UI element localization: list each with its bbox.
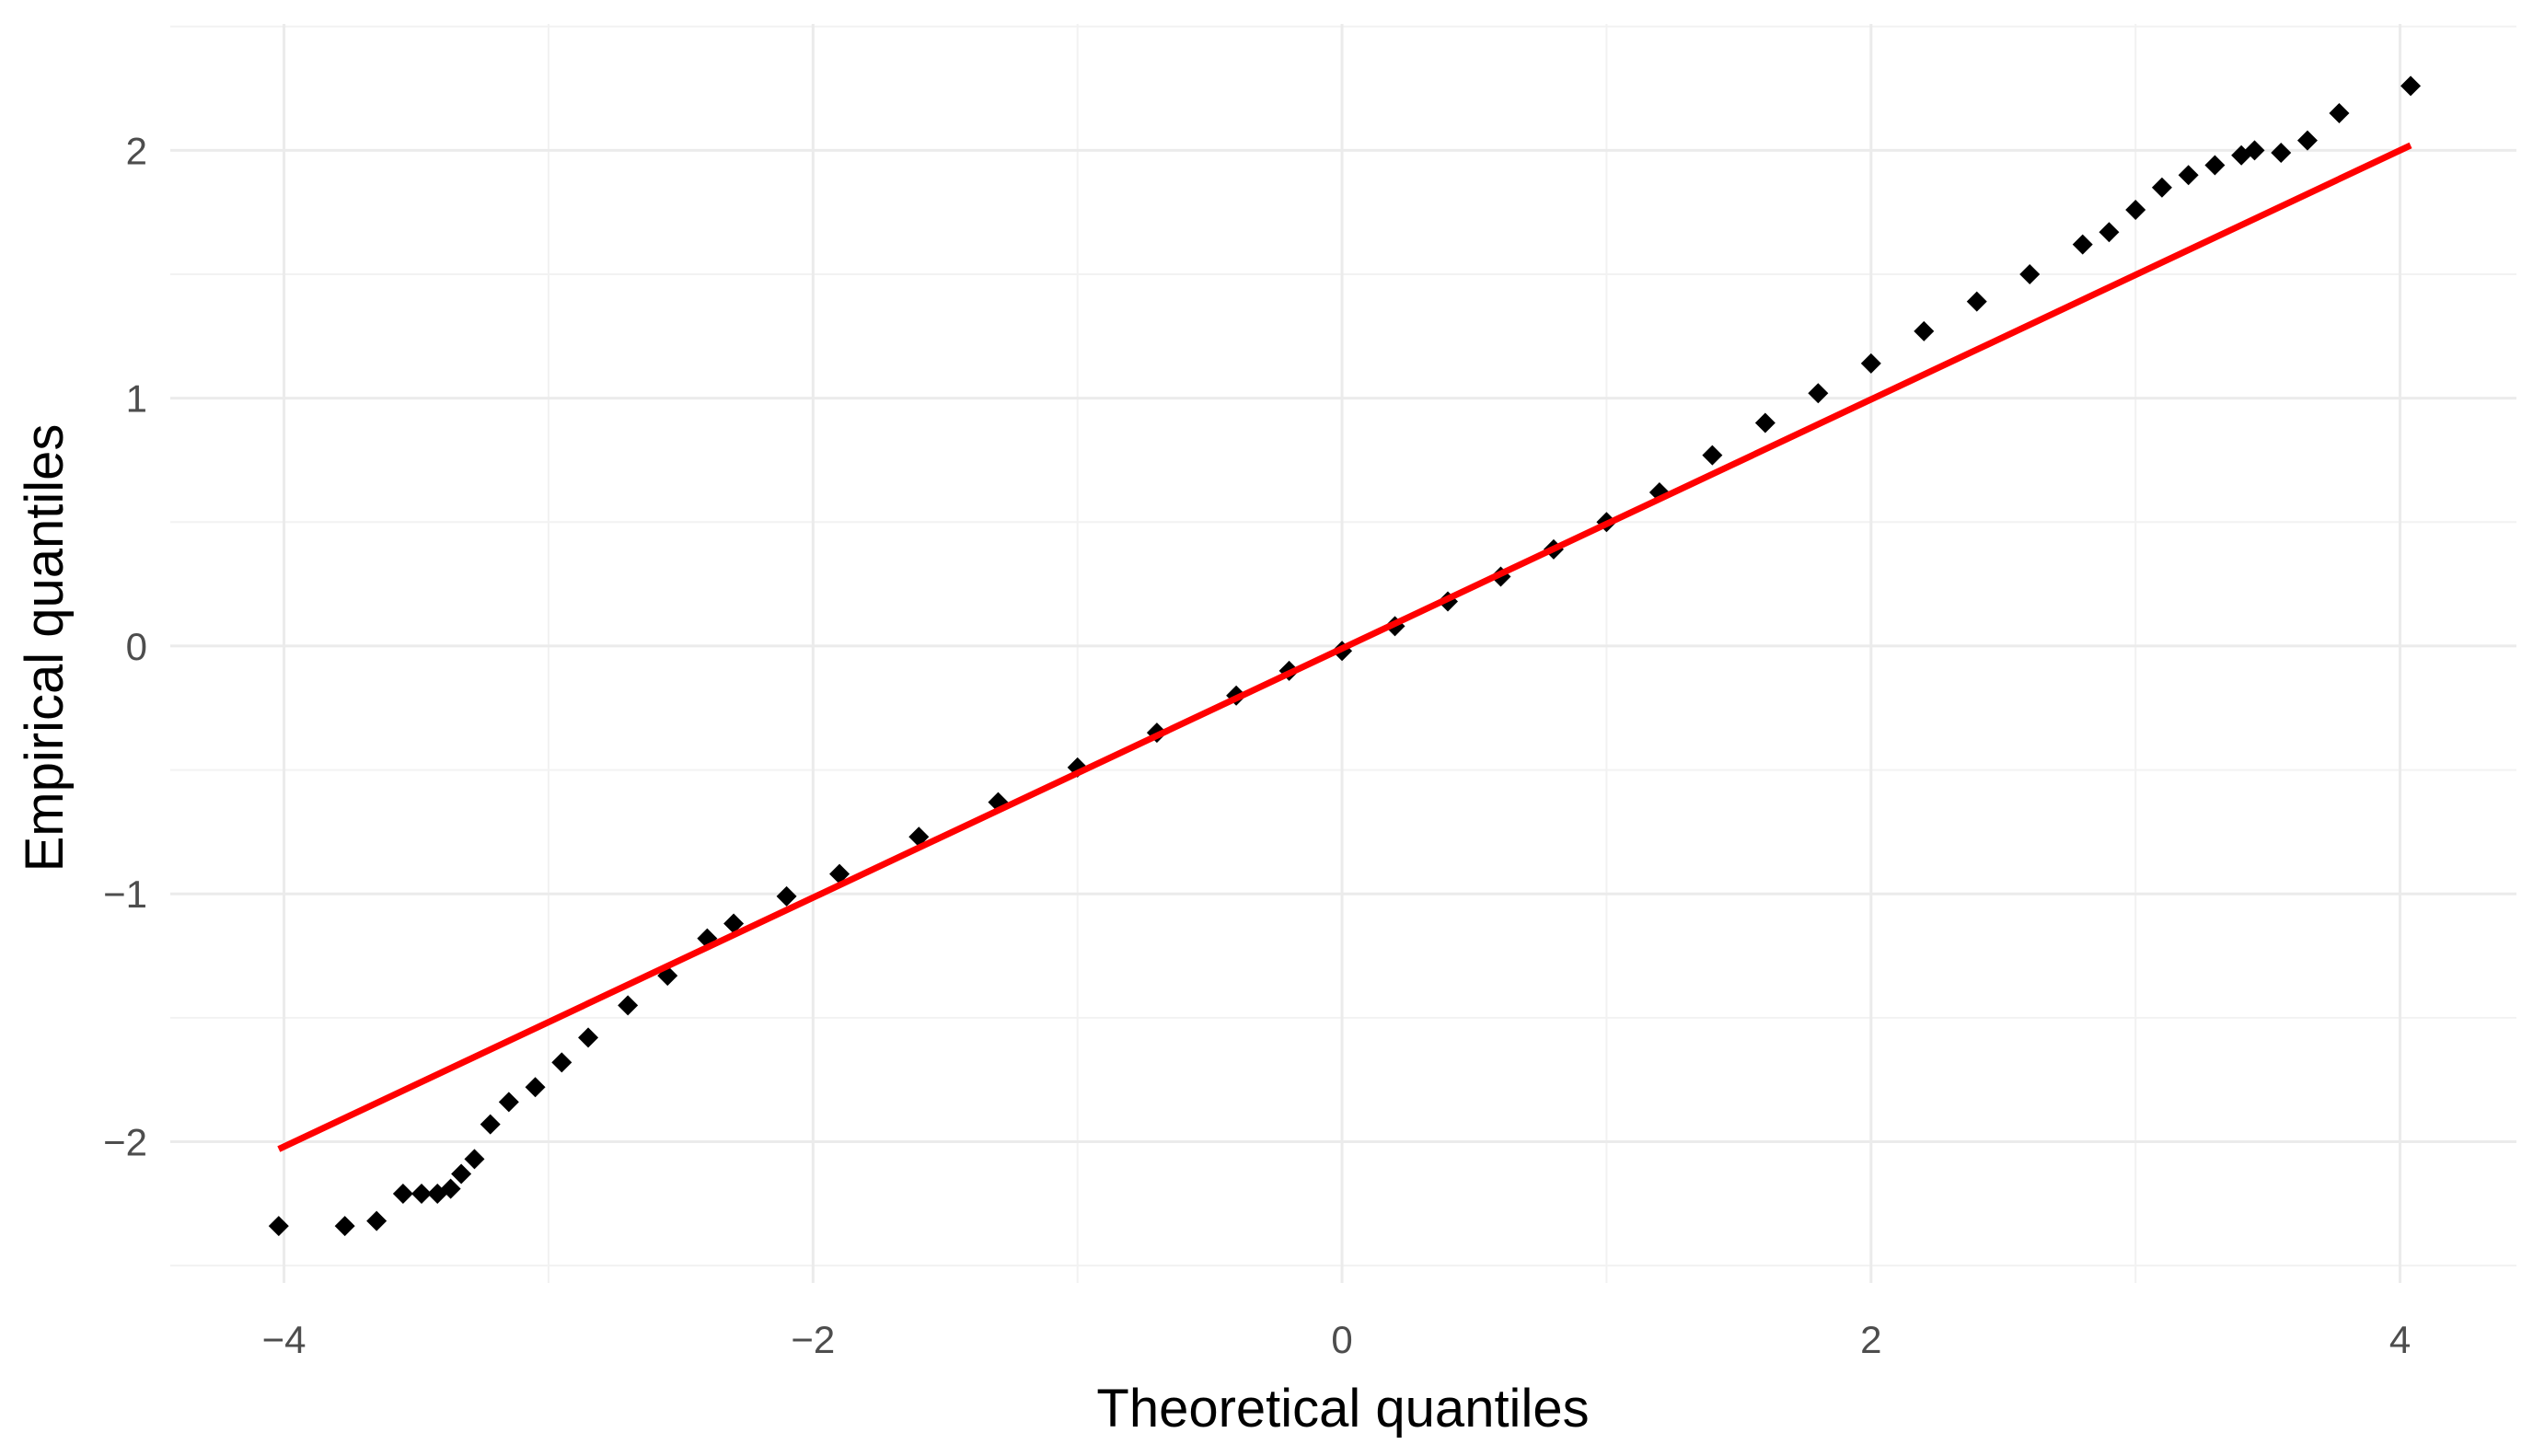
point bbox=[578, 1027, 599, 1048]
point bbox=[2271, 143, 2292, 164]
point bbox=[2019, 263, 2041, 284]
point bbox=[2400, 75, 2422, 97]
point bbox=[2204, 155, 2226, 176]
x-tick-label: −4 bbox=[262, 1318, 307, 1361]
point bbox=[551, 1052, 573, 1073]
point bbox=[366, 1210, 387, 1231]
point bbox=[334, 1216, 355, 1237]
point bbox=[2244, 140, 2265, 161]
point bbox=[1702, 445, 1723, 466]
point bbox=[2151, 177, 2172, 198]
point bbox=[776, 885, 797, 907]
point bbox=[268, 1216, 289, 1237]
point bbox=[829, 863, 850, 884]
point bbox=[498, 1092, 519, 1113]
y-axis-title: Empirical quantiles bbox=[15, 424, 75, 872]
point bbox=[2125, 199, 2146, 220]
point bbox=[1966, 291, 1987, 312]
point bbox=[1754, 412, 1775, 433]
point bbox=[2296, 130, 2318, 151]
point bbox=[525, 1077, 546, 1098]
point bbox=[1914, 320, 1935, 341]
y-tick-label: −2 bbox=[103, 1121, 147, 1164]
point bbox=[411, 1184, 433, 1205]
point bbox=[618, 995, 639, 1016]
x-tick-label: 2 bbox=[1860, 1318, 1881, 1361]
x-tick-label: −2 bbox=[791, 1318, 835, 1361]
point bbox=[1860, 352, 1881, 374]
y-tick-label: −1 bbox=[103, 872, 147, 916]
x-tick-label: 4 bbox=[2389, 1318, 2411, 1361]
point bbox=[1808, 383, 1829, 404]
point bbox=[2072, 234, 2093, 255]
point bbox=[464, 1149, 485, 1170]
point bbox=[2099, 222, 2120, 243]
point bbox=[723, 913, 745, 934]
point bbox=[392, 1184, 413, 1205]
y-tick-label: 1 bbox=[126, 377, 147, 421]
y-tick-label: 2 bbox=[126, 129, 147, 172]
point bbox=[480, 1114, 501, 1135]
point bbox=[2329, 102, 2350, 123]
point bbox=[440, 1178, 461, 1199]
x-tick-label: 0 bbox=[1331, 1318, 1352, 1361]
reference-line bbox=[277, 142, 2412, 1152]
y-tick-label: 0 bbox=[126, 625, 147, 668]
x-axis-title: Theoretical quantiles bbox=[1096, 1379, 1589, 1439]
point bbox=[2178, 165, 2199, 186]
point bbox=[451, 1163, 472, 1184]
